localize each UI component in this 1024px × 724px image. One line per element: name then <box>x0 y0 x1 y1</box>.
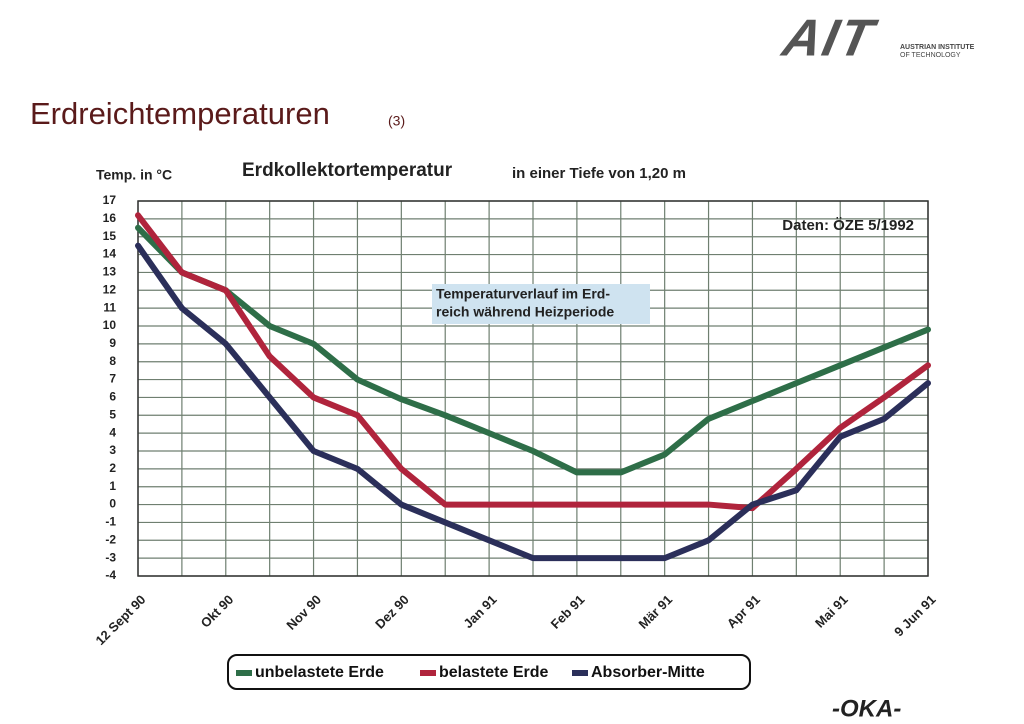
y-tick-label: 15 <box>103 229 117 243</box>
y-tick-label: 16 <box>103 211 117 225</box>
y-tick-label: 7 <box>109 372 116 386</box>
y-tick-label: 0 <box>109 497 116 511</box>
logo-text: AUSTRIAN INSTITUTE <box>900 44 975 51</box>
y-tick-label: 10 <box>103 318 117 332</box>
chart-title: Erdkollektortemperatur <box>242 160 453 181</box>
y-tick-label: 13 <box>103 265 117 279</box>
y-tick-label: 11 <box>103 300 116 314</box>
y-tick-label: 8 <box>109 354 116 368</box>
x-tick-label: Apr 91 <box>724 592 763 631</box>
x-tick-label: 12 Sept 90 <box>92 592 148 648</box>
x-tick-label: Mai 91 <box>812 592 851 631</box>
legend-label: belastete Erde <box>439 664 548 681</box>
y-tick-label: 3 <box>109 443 116 457</box>
y-tick-label: 4 <box>109 425 116 439</box>
chart-subtitle: in einer Tiefe von 1,20 m <box>512 165 686 182</box>
x-tick-label: 9 Jun 91 <box>891 592 938 639</box>
annotation-box <box>432 284 650 324</box>
y-tick-label: -1 <box>105 515 116 529</box>
series-line <box>135 224 931 476</box>
slide-title: Erdreichtemperaturen <box>30 96 330 131</box>
legend-box <box>227 654 751 690</box>
logo-mark: AIT <box>776 9 882 67</box>
x-tick-label: Jan 91 <box>460 592 499 631</box>
annotation: Temperaturverlauf im Erd- <box>436 286 610 302</box>
x-tick-label: Nov 90 <box>283 592 324 633</box>
series-line <box>135 212 931 512</box>
series-line <box>135 242 931 562</box>
y-tick-label: 6 <box>109 390 116 404</box>
y-tick-label: 17 <box>103 193 117 207</box>
y-tick-label: 9 <box>109 336 116 350</box>
footer-logo: -OKA- <box>832 695 901 722</box>
logo-text: OF TECHNOLOGY <box>900 52 961 59</box>
annotation: reich während Heizperiode <box>436 304 614 320</box>
legend-label: Absorber-Mitte <box>591 664 705 681</box>
x-tick-label: Dez 90 <box>372 592 412 632</box>
x-tick-label: Okt 90 <box>198 592 237 631</box>
y-tick-label: -2 <box>105 532 116 546</box>
y-tick-label: 2 <box>109 461 116 475</box>
y-tick-label: -3 <box>105 550 116 564</box>
y-tick-label: 14 <box>103 247 117 261</box>
x-tick-label: Mär 91 <box>635 592 675 632</box>
y-axis-label: Temp. in °C <box>96 167 172 183</box>
y-tick-label: -4 <box>105 568 116 582</box>
legend-label: unbelastete Erde <box>255 664 384 681</box>
x-tick-label: Feb 91 <box>548 592 588 632</box>
y-tick-label: 12 <box>103 282 117 296</box>
y-tick-label: 5 <box>109 407 116 421</box>
annotation: Daten: ÖZE 5/1992 <box>782 217 914 234</box>
plot-frame <box>137 200 929 577</box>
y-tick-label: 1 <box>109 479 116 493</box>
slide-number: (3) <box>388 113 405 129</box>
